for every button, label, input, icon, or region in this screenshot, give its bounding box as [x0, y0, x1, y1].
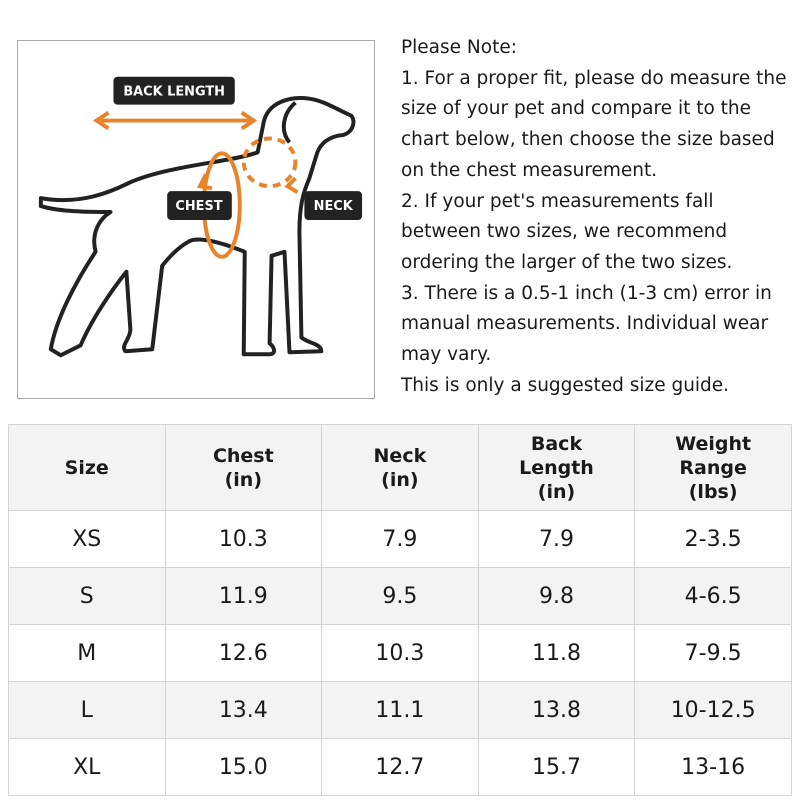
table-row: M 12.6 10.3 11.8 7-9.5 [8, 624, 792, 682]
table-row: XS 10.3 7.9 7.9 2-3.5 [8, 510, 792, 568]
header-row: Size Chest (in) Neck (in) Back Length (in) Weigh… [8, 424, 792, 511]
label-neck: NECK [304, 191, 363, 220]
table-row: XL 15.0 12.7 15.7 13-16 [8, 738, 792, 796]
table-cell: 2-3.5 [634, 510, 792, 568]
table-cell: 13-16 [634, 738, 792, 796]
table-row: S 11.9 9.5 9.8 4-6.5 [8, 567, 792, 625]
table-cell: 11.1 [321, 681, 479, 739]
table-cell: 13.8 [477, 681, 636, 739]
header-line: (lbs) [688, 480, 738, 503]
dog-outline [38, 96, 356, 358]
note-paragraph: 3. There is a 0.5-1 inch (1-3 cm) error … [401, 282, 772, 366]
note-paragraph: 1. For a proper fit, please do measure t… [401, 67, 787, 181]
note-title: Please Note: [401, 37, 517, 58]
header-cell: Back Length (in) [477, 424, 636, 511]
table-cell: 4-6.5 [634, 567, 792, 625]
header-line: (in) [224, 468, 263, 491]
table-cell: 13.4 [164, 681, 323, 739]
table-cell: 11.8 [477, 624, 636, 682]
header-line: Size [64, 456, 109, 479]
header-line: (in) [381, 468, 419, 491]
header-line: Back [530, 432, 583, 455]
header-cell: Neck (in) [321, 424, 479, 511]
label: BACK LENGTH [123, 85, 225, 100]
table-cell: 7-9.5 [634, 624, 792, 682]
table-cell: 12.6 [164, 624, 323, 682]
table-cell: L [8, 681, 166, 739]
table-cell: 9.8 [477, 567, 636, 625]
note: Please Note: 1. For a proper fit, please… [401, 33, 796, 401]
size-table: Size Chest (in) Neck (in) Back Length (in) Weigh… [8, 424, 792, 796]
table-cell: 7.9 [321, 510, 479, 568]
table-cell: 12.7 [321, 738, 479, 796]
header-cell: Size [8, 424, 166, 511]
table-cell: 10-12.5 [634, 681, 792, 739]
dog-diagram: BACK LENGTH CHEST NECK [17, 40, 375, 399]
table-cell: XS [8, 510, 166, 568]
header-cell: Weight Range (lbs) [634, 424, 792, 511]
table-cell: 15.0 [164, 738, 323, 796]
dog-ear [281, 101, 297, 144]
table-row: L 13.4 11.1 13.8 10-12.5 [8, 681, 792, 739]
table-cell: M [8, 624, 166, 682]
table-cell: XL [8, 738, 166, 796]
table-cell: 7.9 [477, 510, 636, 568]
table-cell: 10.3 [321, 624, 479, 682]
label-back-length: BACK LENGTH [113, 76, 235, 105]
table-cell: 9.5 [321, 567, 479, 625]
table-cell: S [8, 567, 166, 625]
table-cell: 10.3 [164, 510, 323, 568]
header-line: Chest [212, 444, 274, 467]
label: CHEST [175, 199, 222, 214]
note-paragraph: 2. If your pet's measurements fall betwe… [401, 190, 733, 273]
header-line: Range [679, 456, 747, 479]
header-line: (in) [537, 480, 576, 503]
header-line: Neck [373, 444, 427, 467]
header-line: Weight [675, 432, 752, 455]
note-paragraph: This is only a suggested size guide. [401, 374, 730, 396]
table-cell: 11.9 [164, 567, 323, 625]
table-cell: 15.7 [477, 738, 636, 796]
header-cell: Chest (in) [164, 424, 323, 511]
header-line: Length [519, 456, 594, 479]
label: NECK [314, 199, 354, 214]
label-chest: CHEST [167, 191, 232, 220]
